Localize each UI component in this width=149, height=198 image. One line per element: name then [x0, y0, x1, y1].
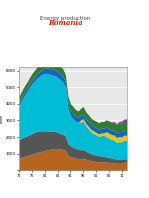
Polygon shape [0, 0, 52, 55]
Text: Energy production: Energy production [40, 16, 91, 21]
Text: Romania: Romania [48, 19, 83, 27]
Y-axis label: ktoe: ktoe [0, 114, 4, 123]
